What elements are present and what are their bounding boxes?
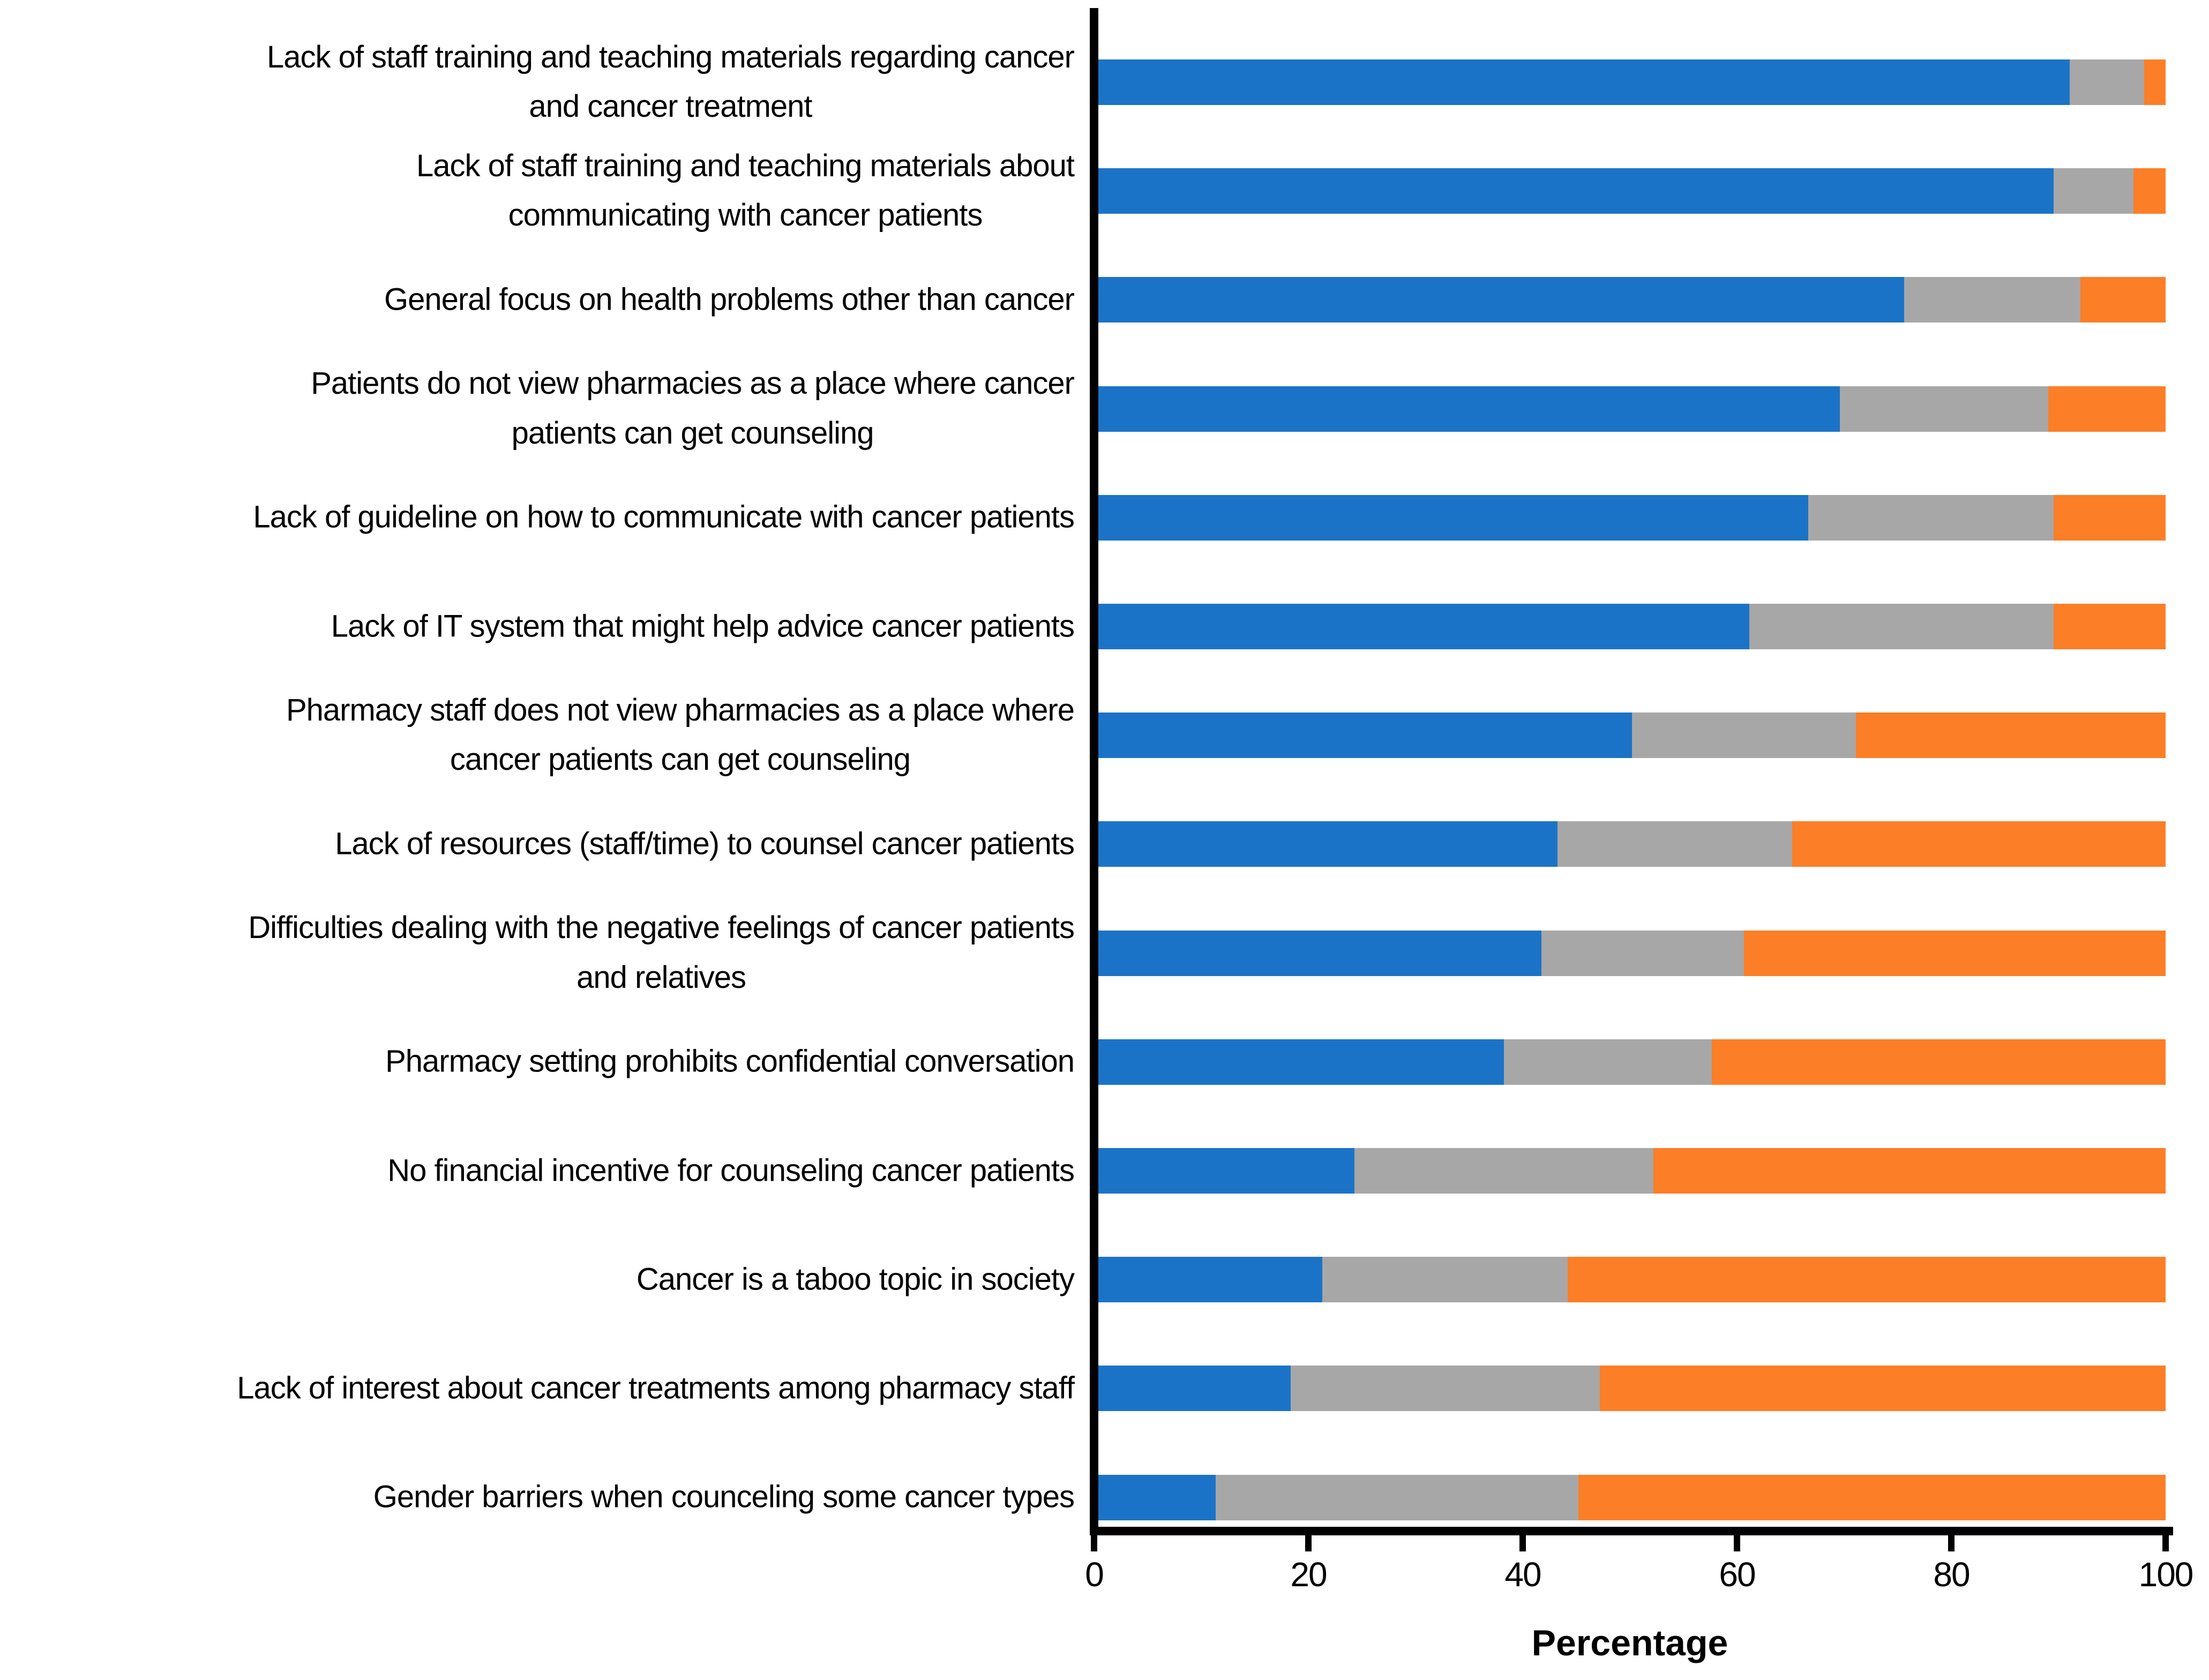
category-label: Gender barriers when counceling some can… [373,1479,1075,1514]
bar-segment-blue [1098,1039,1504,1085]
x-axis-tick [1091,1535,1097,1551]
bar-segment-gray [1904,277,2080,323]
stacked-bar [1098,712,2166,759]
category-label: Difficulties dealing with the negative f… [248,910,1075,995]
category-label: Lack of guideline on how to communicate … [253,499,1075,535]
bar-segment-blue [1098,1366,1291,1412]
bar-segment-orange [1792,821,2166,867]
bar-segment-orange [2080,277,2166,323]
bar-segment-gray [1322,1257,1568,1303]
bar-segment-orange [1568,1257,2166,1303]
x-tick-label: 20 [1290,1555,1327,1594]
stacked-bar [1098,1039,2166,1085]
stacked-bar [1098,386,2166,432]
bar-segment-orange [1578,1474,2166,1520]
stacked-bar [1098,494,2166,541]
bar-segment-gray [2069,59,2145,105]
stacked-bar [1098,59,2166,105]
bar-segment-gray [1557,821,1792,867]
bar-segment-blue [1098,168,2054,214]
category-label: Pharmacy staff does not view pharmacies … [286,692,1075,777]
bar-segment-blue [1098,277,1904,323]
stacked-bar [1098,821,2166,867]
stacked-bar [1098,1474,2166,1520]
stacked-bar [1098,604,2166,649]
category-label: Lack of staff training and teaching mate… [266,39,1075,124]
category-label: No financial incentive for counseling ca… [387,1153,1075,1188]
x-axis-tick [1305,1535,1312,1551]
x-tick-label: 100 [2138,1555,2194,1594]
y-axis-line [1090,8,1098,1535]
stacked-bar [1098,1257,2166,1303]
x-tick-label: 60 [1719,1555,1756,1594]
bar-segment-blue [1098,1148,1355,1194]
category-label: General focus on health problems other t… [384,282,1075,317]
category-label: Pharmacy setting prohibits confidential … [385,1044,1075,1079]
bar-segment-gray [1840,386,2048,432]
bar-segment-blue [1098,604,1750,649]
stacked-bar [1098,277,2166,323]
category-label: Lack of staff training and teaching mate… [416,148,1075,233]
bar-segment-gray [1503,1039,1712,1085]
bar-segment-orange [2133,168,2166,214]
x-tick-label: 80 [1933,1555,1970,1594]
bar-segment-gray [1354,1148,1653,1194]
x-tick-label: 40 [1504,1555,1541,1594]
bar-segment-blue [1098,494,1808,541]
bar-segment-orange [1856,712,2166,759]
x-axis-title: Percentage [1531,1623,1728,1663]
bar-segment-blue [1098,1474,1216,1520]
x-axis-tick [1519,1535,1526,1551]
x-axis-tick [2162,1535,2169,1551]
bar-segment-blue [1098,930,1541,976]
bar-segment-gray [1632,712,1856,759]
stacked-bar [1098,1148,2166,1194]
bar-segment-orange [1712,1039,2166,1085]
bar-segment-orange [1653,1148,2166,1194]
bar-segment-gray [1290,1366,1600,1412]
stacked-bar [1098,168,2166,214]
bar-segment-orange [2053,494,2166,541]
category-label: Patients do not view pharmacies as a pla… [311,366,1075,451]
category-label: Cancer is a taboo topic in society [636,1262,1075,1297]
category-label: Lack of IT system that might help advice… [331,609,1075,644]
x-axis-line [1090,1527,2173,1535]
bar-segment-orange [1744,930,2166,976]
bar-segment-orange [2144,59,2166,105]
x-axis-tick [1948,1535,1955,1551]
bar-segment-blue [1098,386,1840,432]
bar-segment-gray [1808,494,2054,541]
x-tick-label: 0 [1085,1555,1104,1594]
category-label: Lack of resources (staff/time) to counse… [335,826,1075,861]
bar-segment-blue [1098,59,2070,105]
bar-segment-blue [1098,712,1632,759]
bar-segment-gray [1216,1474,1579,1520]
stacked-bar [1098,1366,2166,1412]
bar-segment-gray [1541,930,1744,976]
bar-segment-blue [1098,821,1557,867]
bar-segment-orange [2053,604,2166,649]
stacked-bar [1098,930,2166,976]
bar-segment-gray [2053,168,2134,214]
bar-segment-orange [2048,386,2166,432]
x-axis-tick [1734,1535,1740,1551]
bar-segment-blue [1098,1257,1323,1303]
bar-segment-gray [1749,604,2054,649]
bar-segment-orange [1600,1366,2166,1412]
category-label: Lack of interest about cancer treatments… [237,1370,1075,1406]
